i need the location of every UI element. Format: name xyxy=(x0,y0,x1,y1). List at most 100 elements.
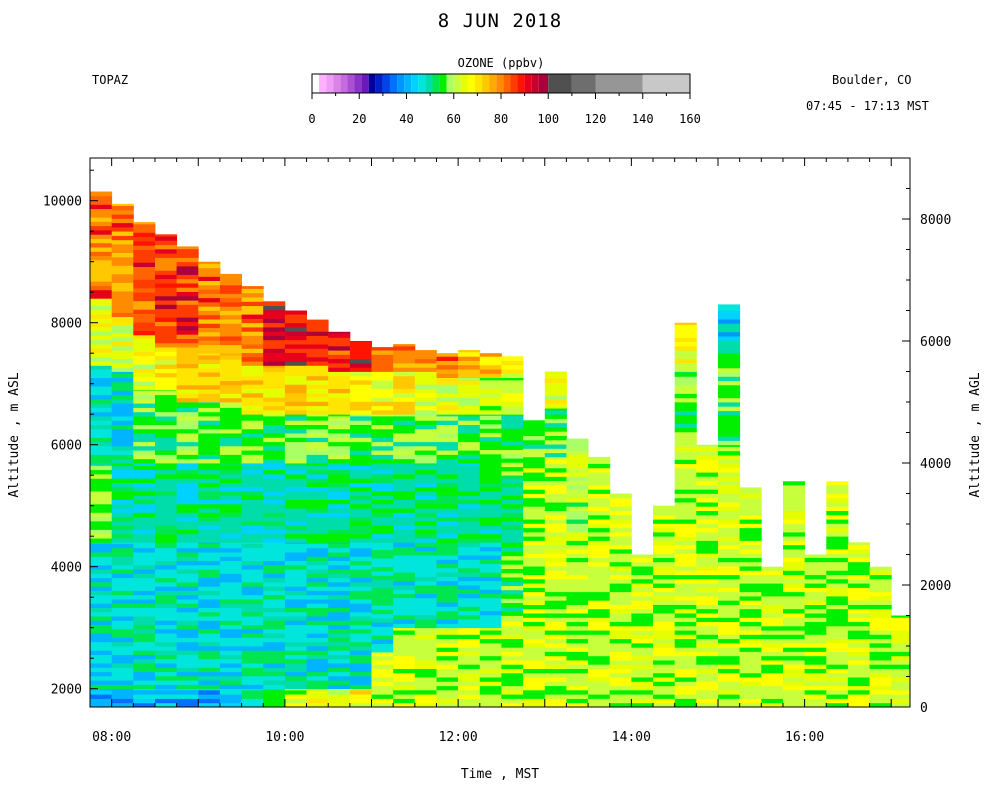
heatmap-cell xyxy=(436,356,459,361)
heatmap-cell xyxy=(588,519,611,524)
heatmap-cell xyxy=(263,348,286,353)
heatmap-cell xyxy=(284,380,307,385)
heatmap-cell xyxy=(696,591,719,597)
heatmap-cell xyxy=(718,444,741,447)
heatmap-cell xyxy=(241,433,264,438)
heatmap-cell xyxy=(306,469,329,475)
heatmap-cell xyxy=(219,637,242,643)
heatmap-cell xyxy=(458,469,481,475)
heatmap-cell xyxy=(284,420,307,425)
heatmap-cell xyxy=(414,380,437,385)
heatmap-cell xyxy=(241,495,264,500)
heatmap-cell xyxy=(241,688,264,691)
heatmap-cell xyxy=(198,389,221,394)
heatmap-cell xyxy=(133,543,156,549)
colorbar: 0 20 40 60 80 100 120 140 160 xyxy=(308,73,701,126)
heatmap-cell xyxy=(198,495,221,500)
heatmap-cell xyxy=(544,553,567,558)
heatmap-cell xyxy=(349,499,372,505)
heatmap-cell xyxy=(501,453,524,459)
heatmap-cell xyxy=(176,261,199,267)
heatmap-cell xyxy=(479,503,502,509)
heatmap-cell xyxy=(436,546,459,552)
heatmap-cell xyxy=(588,591,611,597)
heatmap-cell xyxy=(479,388,502,394)
heatmap-cell xyxy=(198,516,221,522)
heatmap-cell xyxy=(783,497,806,503)
heatmap-cell xyxy=(263,503,286,509)
heatmap-cell xyxy=(90,281,113,286)
heatmap-cell xyxy=(696,578,719,584)
heatmap-cell xyxy=(198,611,221,617)
heatmap-cell xyxy=(414,702,437,708)
profile-10:15 xyxy=(306,319,329,708)
heatmap-cell xyxy=(241,529,264,535)
heatmap-cell xyxy=(718,536,741,541)
heatmap-cell xyxy=(90,238,113,244)
heatmap-cell xyxy=(696,485,719,490)
heatmap-cell xyxy=(826,698,849,704)
heatmap-cell xyxy=(891,681,911,687)
heatmap-cell xyxy=(241,437,264,443)
heatmap-cell xyxy=(349,688,372,691)
heatmap-cell xyxy=(241,384,264,389)
heatmap-cell xyxy=(263,538,286,543)
heatmap-cell xyxy=(198,393,221,399)
heatmap-cell xyxy=(284,560,307,566)
heatmap-cell xyxy=(133,287,156,293)
heatmap-cell xyxy=(436,512,459,518)
heatmap-cell xyxy=(479,360,502,366)
heatmap-cell xyxy=(263,671,286,677)
heatmap-cell xyxy=(90,521,113,526)
profile-12:45 xyxy=(523,420,546,708)
profile-10:00 xyxy=(284,310,307,708)
heatmap-cell xyxy=(90,702,113,708)
y-right-tick-label: 4000 xyxy=(920,457,951,472)
heatmap-cell xyxy=(284,573,307,579)
heatmap-cell xyxy=(501,384,524,389)
heatmap-cell xyxy=(284,416,307,421)
heatmap-cell xyxy=(349,441,372,447)
heatmap-cell xyxy=(198,688,221,691)
heatmap-cell xyxy=(90,411,113,417)
heatmap-cell xyxy=(653,587,676,593)
heatmap-cell xyxy=(566,583,589,588)
heatmap-cell xyxy=(783,638,806,644)
heatmap-cell xyxy=(479,585,502,590)
heatmap-cell xyxy=(609,613,632,618)
heatmap-cell xyxy=(284,335,307,341)
heatmap-cell xyxy=(284,680,307,685)
heatmap-cell xyxy=(566,455,589,460)
heatmap-cell xyxy=(847,672,870,678)
heatmap-cell xyxy=(111,654,134,660)
heatmap-cell xyxy=(90,680,113,685)
heatmap-cell xyxy=(133,658,156,664)
colorbar-tick-label: 80 xyxy=(494,112,508,126)
heatmap-cell xyxy=(414,445,437,451)
heatmap-cell xyxy=(306,516,329,522)
heatmap-cell xyxy=(826,596,849,601)
profile-13:45 xyxy=(609,493,632,708)
heatmap-cell xyxy=(111,482,134,488)
heatmap-cell xyxy=(826,685,849,691)
heatmap-cell xyxy=(263,344,286,349)
heatmap-cell xyxy=(176,278,199,284)
profile-07:45 xyxy=(90,191,113,708)
heatmap-cell xyxy=(501,694,524,699)
heatmap-cell xyxy=(90,305,113,311)
heatmap-cell xyxy=(284,607,307,613)
heatmap-cell xyxy=(328,569,351,574)
heatmap-cell xyxy=(501,392,524,398)
heatmap-cell xyxy=(501,702,524,708)
heatmap-cell xyxy=(826,617,849,622)
heatmap-cell xyxy=(631,621,654,627)
heatmap-cell xyxy=(718,310,741,316)
heatmap-cell xyxy=(371,609,394,615)
heatmap-cell xyxy=(696,489,719,494)
heatmap-cell xyxy=(155,355,178,361)
heatmap-cell xyxy=(804,651,827,657)
heatmap-cell xyxy=(263,445,286,451)
heatmap-cell xyxy=(739,523,762,529)
heatmap-cell xyxy=(501,373,524,378)
heatmap-cell xyxy=(479,614,502,620)
